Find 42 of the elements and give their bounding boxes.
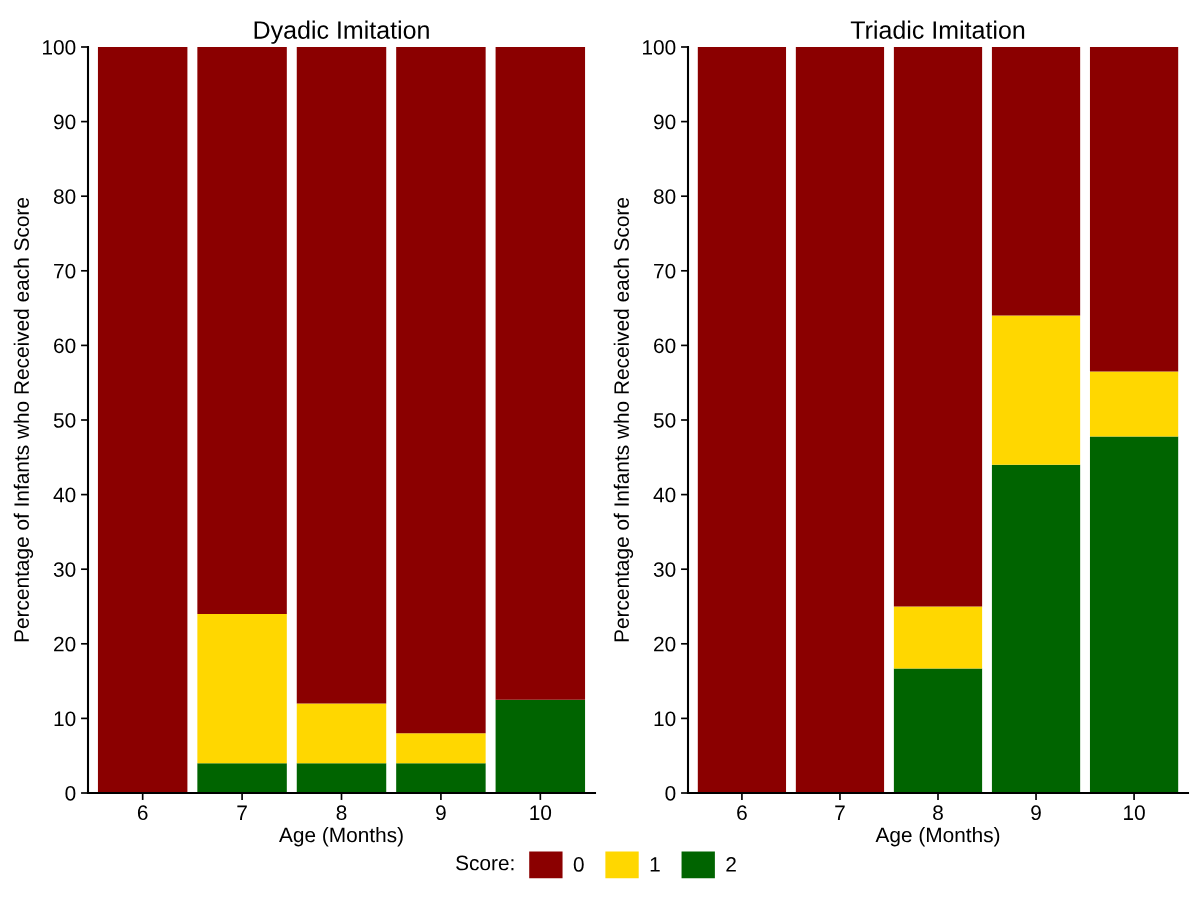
legend-title: Score: xyxy=(456,855,514,871)
x-tick-label: 9 xyxy=(1031,805,1041,821)
y-tick-label: 50 xyxy=(653,413,676,428)
chart-title: Dyadic Imitation xyxy=(254,20,429,44)
y-tick-label: 90 xyxy=(654,114,676,130)
legend-label: 0 xyxy=(573,857,584,872)
y-tick-label: 50 xyxy=(53,413,76,428)
y-tick-label: 80 xyxy=(53,189,76,204)
y-tick-label: 20 xyxy=(54,636,76,652)
chart-title: Triadic Imitation xyxy=(850,20,1025,39)
x-tick-label: 9 xyxy=(436,805,446,821)
x-tick-label: 6 xyxy=(737,805,747,821)
y-tick-label: 0 xyxy=(665,786,676,801)
y-axis-title: Percentage of Infants who Received each Score xyxy=(13,197,34,642)
y-tick-label: 10 xyxy=(654,711,676,727)
y-tick-label: 40 xyxy=(53,487,76,503)
y-tick-label: 80 xyxy=(653,189,676,204)
x-tick-label: 7 xyxy=(237,805,247,820)
y-tick-label: 90 xyxy=(54,114,76,130)
y-tick-label: 10 xyxy=(54,711,76,727)
x-tick-label: 8 xyxy=(336,805,347,821)
x-tick-label: 8 xyxy=(933,805,943,821)
x-tick-label: 7 xyxy=(835,805,845,820)
legend-label: 1 xyxy=(650,857,660,872)
y-tick-label: 20 xyxy=(654,636,676,652)
x-tick-label: 6 xyxy=(137,805,148,821)
x-tick-label: 10 xyxy=(530,805,552,821)
y-tick-label: 60 xyxy=(654,338,676,354)
y-tick-label: 100 xyxy=(643,40,676,55)
y-tick-label: 40 xyxy=(653,487,676,503)
x-tick-label: 10 xyxy=(1124,805,1145,821)
y-tick-label: 100 xyxy=(43,40,76,55)
x-axis-title: Age (Months) xyxy=(875,827,1000,847)
y-tick-label: 30 xyxy=(53,562,76,577)
x-axis-title: Age (Months) xyxy=(279,827,403,847)
y-tick-label: 30 xyxy=(653,562,676,577)
y-tick-label: 70 xyxy=(54,263,76,279)
y-tick-label: 0 xyxy=(65,786,76,801)
y-axis-title: Percentage of Infants who Received each Score xyxy=(613,197,634,642)
y-tick-label: 60 xyxy=(54,338,76,354)
y-tick-label: 70 xyxy=(654,263,676,279)
legend-label: 2 xyxy=(726,857,736,872)
